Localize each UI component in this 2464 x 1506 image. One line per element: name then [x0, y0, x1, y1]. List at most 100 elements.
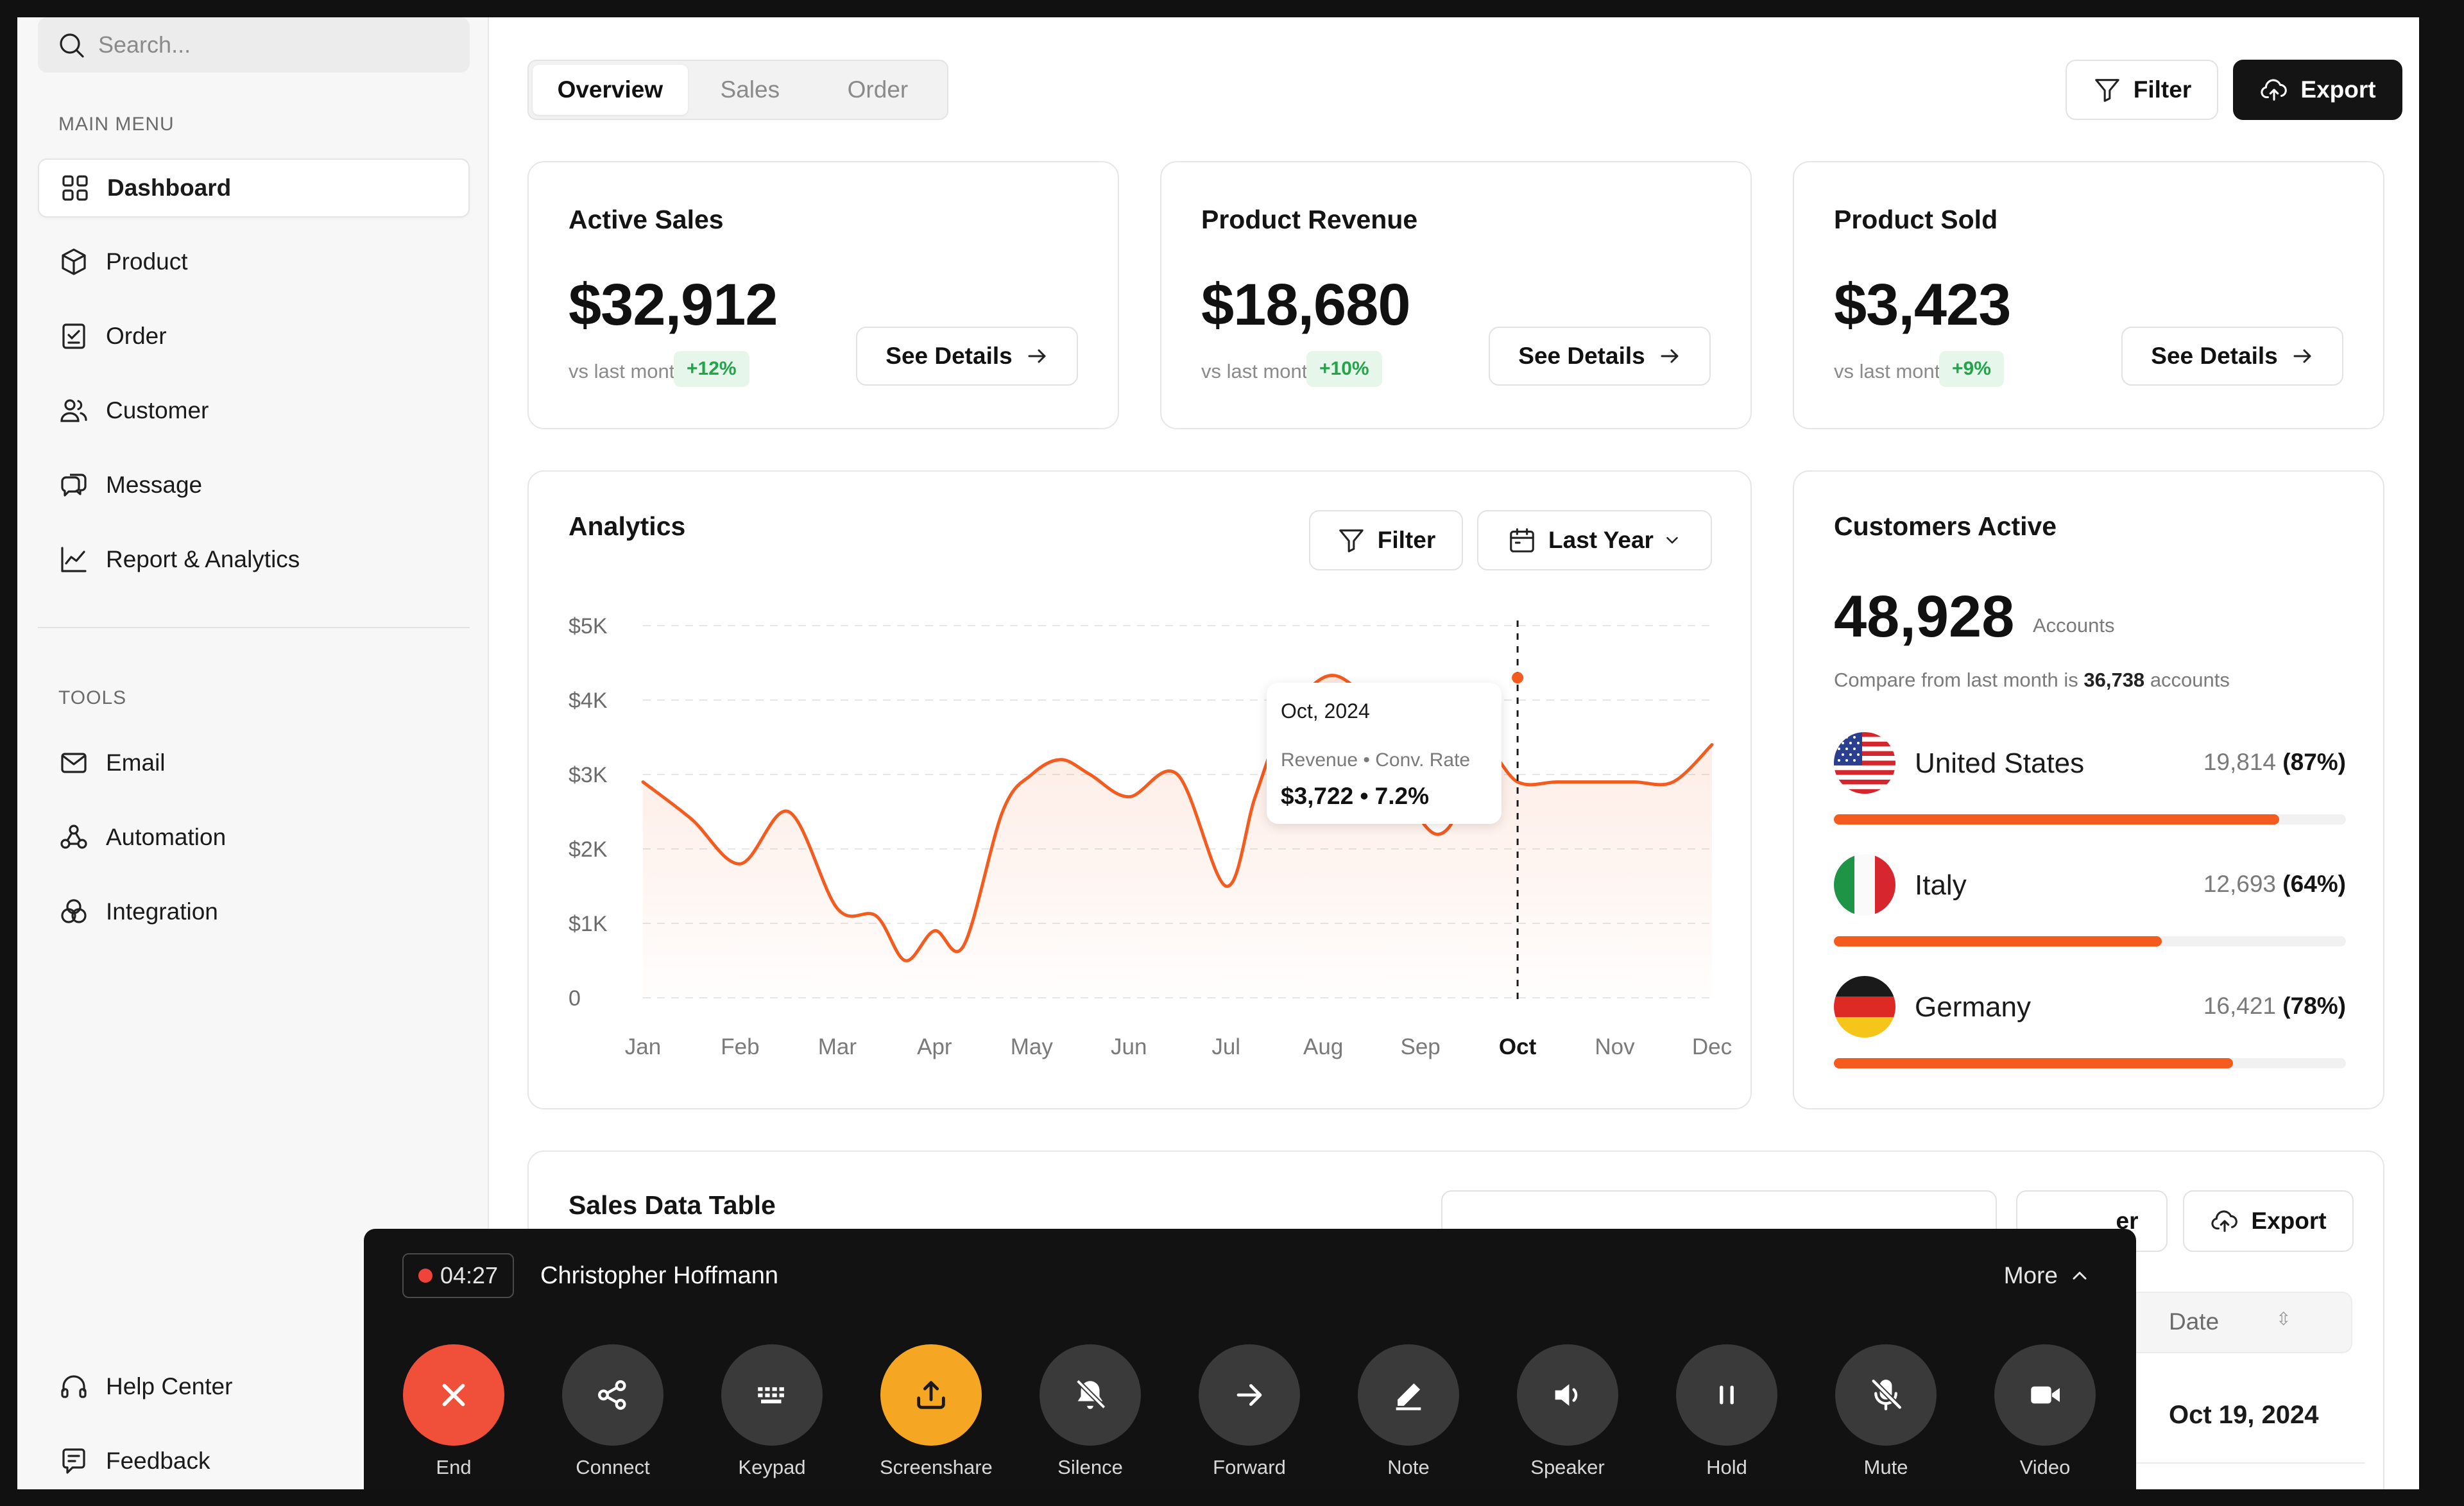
column-header-date[interactable]: Date: [2169, 1308, 2220, 1335]
x-tick-label: May: [1011, 1034, 1054, 1059]
export-label: Export: [2251, 1208, 2327, 1234]
chart-tooltip: Oct, 2024 Revenue • Conv. Rate $3,722 • …: [1267, 683, 1502, 824]
vs-label: vs last month: [1834, 360, 1951, 382]
tab-overview[interactable]: Overview: [533, 65, 688, 115]
country-name: United States: [1915, 748, 2085, 779]
end-call-button[interactable]: End: [402, 1344, 505, 1479]
call-timer: 04:27: [402, 1253, 514, 1298]
tab-sales[interactable]: Sales: [720, 76, 780, 103]
note-circle[interactable]: [1358, 1344, 1459, 1446]
connect-button[interactable]: Connect: [561, 1344, 664, 1479]
hold-circle[interactable]: [1676, 1344, 1777, 1446]
y-tick-label: 0: [569, 986, 581, 1011]
x-tick-label: Dec: [1692, 1034, 1732, 1059]
x-tick-label: Feb: [721, 1034, 759, 1059]
country-count: 12,693: [2203, 871, 2277, 897]
help-center-link[interactable]: Help Center: [58, 1371, 232, 1402]
hold-button[interactable]: Hold: [1675, 1344, 1778, 1479]
see-details-button[interactable]: See Details: [2121, 327, 2343, 386]
compare-value: 36,738: [2083, 669, 2145, 691]
box-icon: [62, 248, 86, 275]
sidebar: MAIN MENU Dashboard Product Order Custom…: [17, 17, 489, 1489]
arrow-right-icon: [1236, 1384, 1262, 1406]
country-percent: (64%): [2282, 871, 2346, 897]
x-tick-label: Oct: [1499, 1034, 1537, 1059]
arrow-right-icon: [1028, 349, 1046, 363]
sidebar-item-report-analytics[interactable]: Report & Analytics: [38, 530, 470, 589]
pause-icon: [1720, 1385, 1734, 1405]
feedback-link[interactable]: Feedback: [58, 1446, 210, 1476]
see-details-label: See Details: [1518, 343, 1645, 369]
sidebar-item-email[interactable]: Email: [38, 733, 470, 792]
keypad-button[interactable]: Keypad: [721, 1344, 823, 1479]
pencil-icon: [1396, 1383, 1421, 1410]
video-circle[interactable]: [1994, 1344, 2096, 1446]
keyboard-icon: [758, 1387, 784, 1404]
filter-button[interactable]: Filter: [2066, 60, 2218, 120]
mute-button[interactable]: Mute: [1835, 1344, 1937, 1479]
silence-circle[interactable]: [1040, 1344, 1141, 1446]
sidebar-item-label: Report & Analytics: [106, 546, 300, 572]
screenshare-button[interactable]: Screenshare: [880, 1344, 993, 1479]
speaker-icon: [1555, 1384, 1578, 1406]
customers-card: Customers Active 48,928 Accounts Compare…: [1793, 470, 2384, 1109]
tab-order[interactable]: Order: [847, 76, 909, 103]
tools-label: TOOLS: [58, 687, 127, 708]
sidebar-divider: [38, 627, 470, 628]
caller-name: Christopher Hoffmann: [540, 1262, 779, 1289]
sidebar-item-label: Message: [106, 472, 203, 498]
country-name: Italy: [1915, 869, 1967, 901]
bell-off-icon: [1075, 1379, 1106, 1410]
sidebar-item-customer[interactable]: Customer: [38, 381, 470, 440]
sidebar-item-message[interactable]: Message: [38, 456, 470, 515]
forward-button[interactable]: Forward: [1198, 1344, 1301, 1479]
search-input[interactable]: [98, 31, 458, 58]
grid-icon: [62, 175, 88, 201]
silence-button[interactable]: Silence: [1039, 1344, 1142, 1479]
arrow-right-icon: [1661, 349, 1679, 363]
progress-track: [1834, 936, 2346, 946]
stat-value: $3,423: [1834, 272, 2011, 338]
sidebar-item-automation[interactable]: Automation: [38, 808, 470, 867]
export-label: Export: [2300, 76, 2376, 103]
sort-icon[interactable]: ⇳: [2276, 1309, 2291, 1329]
more-button[interactable]: More: [2004, 1262, 2091, 1289]
sidebar-item-dashboard[interactable]: Dashboard: [38, 158, 470, 218]
keypad-label: Keypad: [738, 1456, 806, 1478]
sales-table-export-button[interactable]: Export: [2183, 1190, 2354, 1252]
screenshare-circle[interactable]: [880, 1344, 982, 1446]
speaker-button[interactable]: Speaker: [1516, 1344, 1619, 1479]
more-label: More: [2003, 1262, 2058, 1288]
chevron-down-icon: [1666, 537, 1678, 543]
sidebar-item-order[interactable]: Order: [38, 307, 470, 366]
x-tick-label: Aug: [1303, 1034, 1343, 1059]
period-select[interactable]: Last Year: [1477, 510, 1712, 570]
y-tick-label: $1K: [569, 912, 608, 936]
sidebar-item-integration[interactable]: Integration: [38, 882, 470, 941]
arrow-right-icon: [2293, 349, 2311, 363]
speaker-circle[interactable]: [1517, 1344, 1618, 1446]
see-details-button[interactable]: See Details: [856, 327, 1078, 386]
search-box[interactable]: [38, 17, 470, 73]
export-button[interactable]: Export: [2233, 60, 2402, 120]
x-tick-label: Sep: [1400, 1034, 1440, 1059]
sidebar-item-product[interactable]: Product: [38, 232, 470, 291]
mute-circle[interactable]: [1835, 1344, 1937, 1446]
progress-fill: [1834, 814, 2280, 825]
forward-circle[interactable]: [1199, 1344, 1300, 1446]
chevron-up-icon: [2073, 1272, 2087, 1279]
see-details-button[interactable]: See Details: [1489, 327, 1711, 386]
country-name: Germany: [1915, 991, 2031, 1023]
end-call-circle[interactable]: [403, 1344, 504, 1446]
video-button[interactable]: Video: [1994, 1344, 2096, 1479]
analytics-filter-button[interactable]: Filter: [1309, 510, 1463, 570]
see-details-label: See Details: [2151, 343, 2278, 369]
country-stat: 16,421 (78%): [2203, 993, 2346, 1020]
connect-circle[interactable]: [562, 1344, 663, 1446]
x-tick-label: Apr: [917, 1034, 952, 1059]
search-icon: [60, 33, 84, 58]
clipboard-check-icon: [62, 323, 85, 349]
country-stat: 12,693 (64%): [2203, 871, 2346, 898]
note-button[interactable]: Note: [1357, 1344, 1460, 1479]
keypad-circle[interactable]: [721, 1344, 823, 1446]
